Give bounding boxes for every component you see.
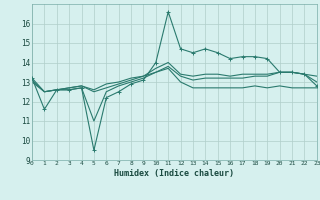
X-axis label: Humidex (Indice chaleur): Humidex (Indice chaleur) [115,169,234,178]
